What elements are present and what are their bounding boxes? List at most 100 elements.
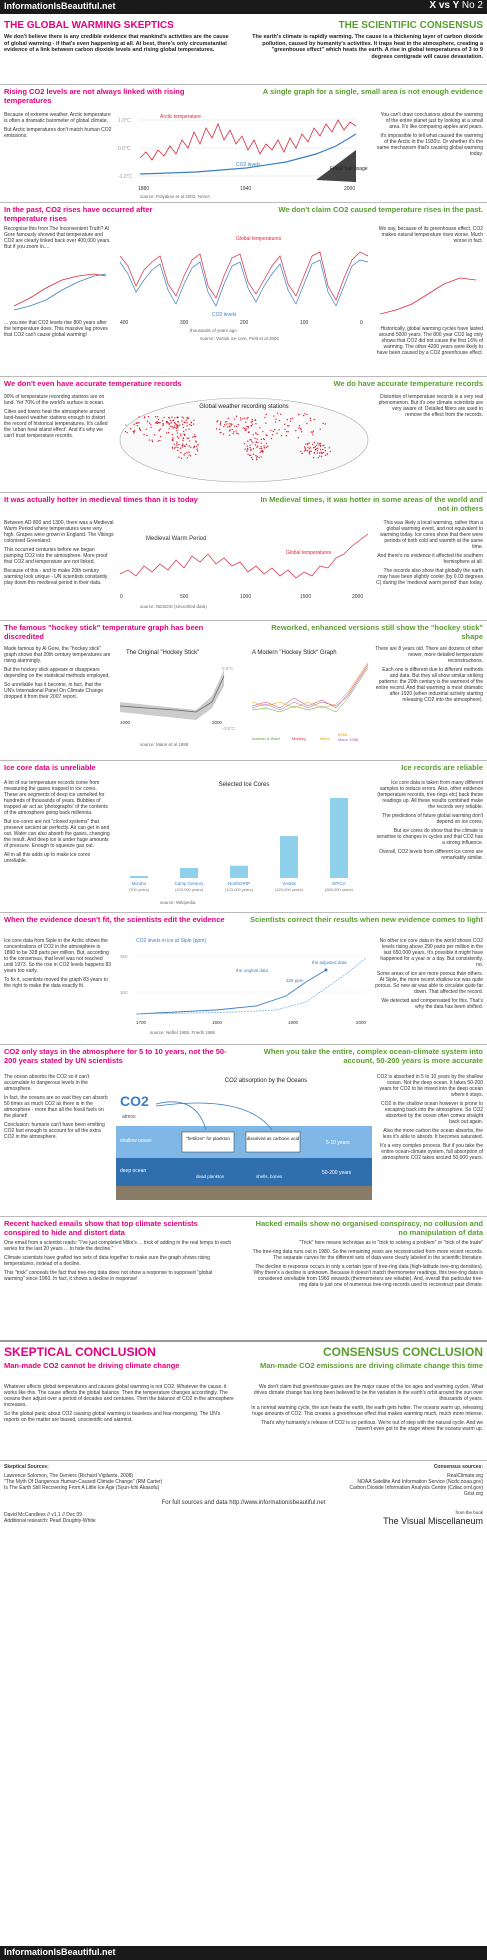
station-dot — [256, 438, 258, 440]
station-dot — [275, 421, 277, 423]
chart-title-original: The Original "Hockey Stick" — [126, 650, 199, 656]
research-credit: Additional research: Pearl Doughty-White — [4, 1518, 96, 1524]
chart-title-modern: A Modern "Hockey Stick" Graph — [252, 650, 337, 656]
station-dot — [251, 420, 254, 423]
station-dot — [190, 424, 193, 427]
site-logo[interactable]: InformationIsBeautiful.net — [4, 1947, 116, 1957]
station-dot — [250, 448, 252, 450]
station-dot — [255, 433, 257, 435]
station-dot — [168, 428, 170, 430]
station-dot — [186, 456, 188, 459]
station-dot — [176, 432, 179, 434]
station-dot — [138, 427, 141, 429]
station-dot — [150, 424, 152, 426]
station-dot — [231, 423, 233, 426]
station-dot — [276, 412, 279, 414]
ice-cores-chart: Selected Ice Cores Mizuho (700 years) Camp… — [116, 778, 372, 898]
station-dot — [304, 446, 306, 448]
x-tick: 0 — [120, 594, 123, 600]
station-dot — [309, 417, 311, 420]
station-dot — [300, 431, 303, 433]
station-dot — [175, 446, 177, 448]
s1-consensus-text: You can't draw conclusions about the war… — [375, 112, 483, 160]
station-dot — [158, 429, 160, 432]
station-dot — [295, 429, 297, 432]
co2-line — [139, 133, 357, 175]
station-dot — [177, 416, 179, 418]
credits: David McCandless // v1.1 // Dec 09 Addit… — [4, 1512, 204, 1524]
divider — [0, 912, 487, 913]
station-dot — [188, 423, 191, 426]
station-dot — [320, 452, 323, 455]
book-title: The Visual Miscellaneum — [383, 1516, 483, 1526]
station-dot — [173, 447, 176, 449]
deep-label: deep ocean — [120, 1168, 146, 1174]
station-dot — [252, 448, 255, 450]
original-hockey-line — [119, 675, 225, 713]
station-dot — [320, 451, 322, 453]
station-dot — [133, 423, 135, 426]
station-dot — [174, 426, 176, 429]
station-dot — [176, 441, 178, 443]
station-dot — [255, 457, 258, 459]
paragraph: Conclusion: humans can't have been emitt… — [4, 1122, 105, 1140]
station-dot — [146, 434, 148, 437]
station-dot — [171, 438, 174, 441]
station-dot — [326, 453, 329, 455]
station-dot — [237, 433, 239, 435]
station-dot — [257, 433, 259, 436]
station-dot — [220, 431, 222, 434]
station-dot — [264, 447, 266, 449]
station-dot — [280, 434, 283, 437]
paragraph: But the hockey stick appears or disappea… — [4, 667, 110, 679]
station-dot — [265, 422, 267, 424]
station-dot — [148, 422, 151, 424]
station-dot — [185, 443, 187, 446]
station-dot — [312, 434, 314, 436]
station-dot — [243, 442, 246, 445]
fertilizer-label: "fertilizer" for plankton — [186, 1136, 230, 1141]
paragraph: Whatever affects global temperatures and… — [4, 1384, 234, 1408]
station-dot — [190, 446, 192, 448]
station-dot — [219, 424, 221, 426]
station-dot — [162, 424, 164, 427]
station-dot — [188, 451, 190, 453]
station-dot — [301, 452, 303, 454]
station-dot — [181, 444, 184, 447]
x-tick: 1900 — [288, 1020, 299, 1025]
s6-consensus-heading: Ice records are reliable — [401, 763, 483, 772]
station-dot — [265, 442, 268, 445]
full-sources-link[interactable]: For full sources and data http://www.inf… — [161, 1500, 326, 1506]
station-dot — [298, 413, 300, 415]
station-dot — [315, 448, 318, 450]
paragraph: The decline in response occurs in only a… — [253, 1264, 483, 1288]
medieval-chart: Medieval Warm Period Global temperatures… — [116, 524, 372, 604]
s1-consensus-heading: A single graph for a single, small area … — [262, 87, 483, 96]
station-dot — [309, 419, 312, 422]
paragraph: That's why humanity's release of CO2 is … — [260, 1420, 483, 1432]
station-dot — [324, 423, 326, 425]
s4-skeptic-text: Between AD 800 and 1300, there was a Med… — [4, 520, 114, 589]
station-dot — [254, 437, 256, 439]
consensus-intro: The earth's climate is rapidly warming. … — [252, 34, 483, 60]
paragraph: The ocean absorbs the CO2 so it can't ac… — [4, 1074, 90, 1092]
site-logo[interactable]: InformationIsBeautiful.net — [4, 1, 116, 11]
station-dot — [276, 432, 278, 434]
divider — [0, 1340, 487, 1342]
source-note: source: NESDIS (smoothed data) — [140, 604, 207, 609]
station-dot — [219, 421, 222, 423]
station-dot — [310, 450, 312, 453]
divider — [0, 1216, 487, 1217]
global-temp-line — [119, 251, 369, 301]
ice-core-years: (420,000 years) — [275, 887, 304, 892]
paragraph: There are 8 years old. There are dozens … — [375, 646, 483, 664]
station-dot — [139, 428, 141, 430]
s9-skeptic-text: One email from a scientist reads: "I've … — [4, 1240, 234, 1285]
station-dot — [259, 447, 261, 450]
zoom-chart-right — [376, 270, 480, 320]
global-temp-line — [119, 533, 369, 579]
station-dot — [246, 447, 249, 450]
s3-consensus-heading: We do have accurate temperature records — [333, 379, 483, 388]
station-dot — [187, 417, 190, 419]
station-dot — [251, 423, 254, 425]
